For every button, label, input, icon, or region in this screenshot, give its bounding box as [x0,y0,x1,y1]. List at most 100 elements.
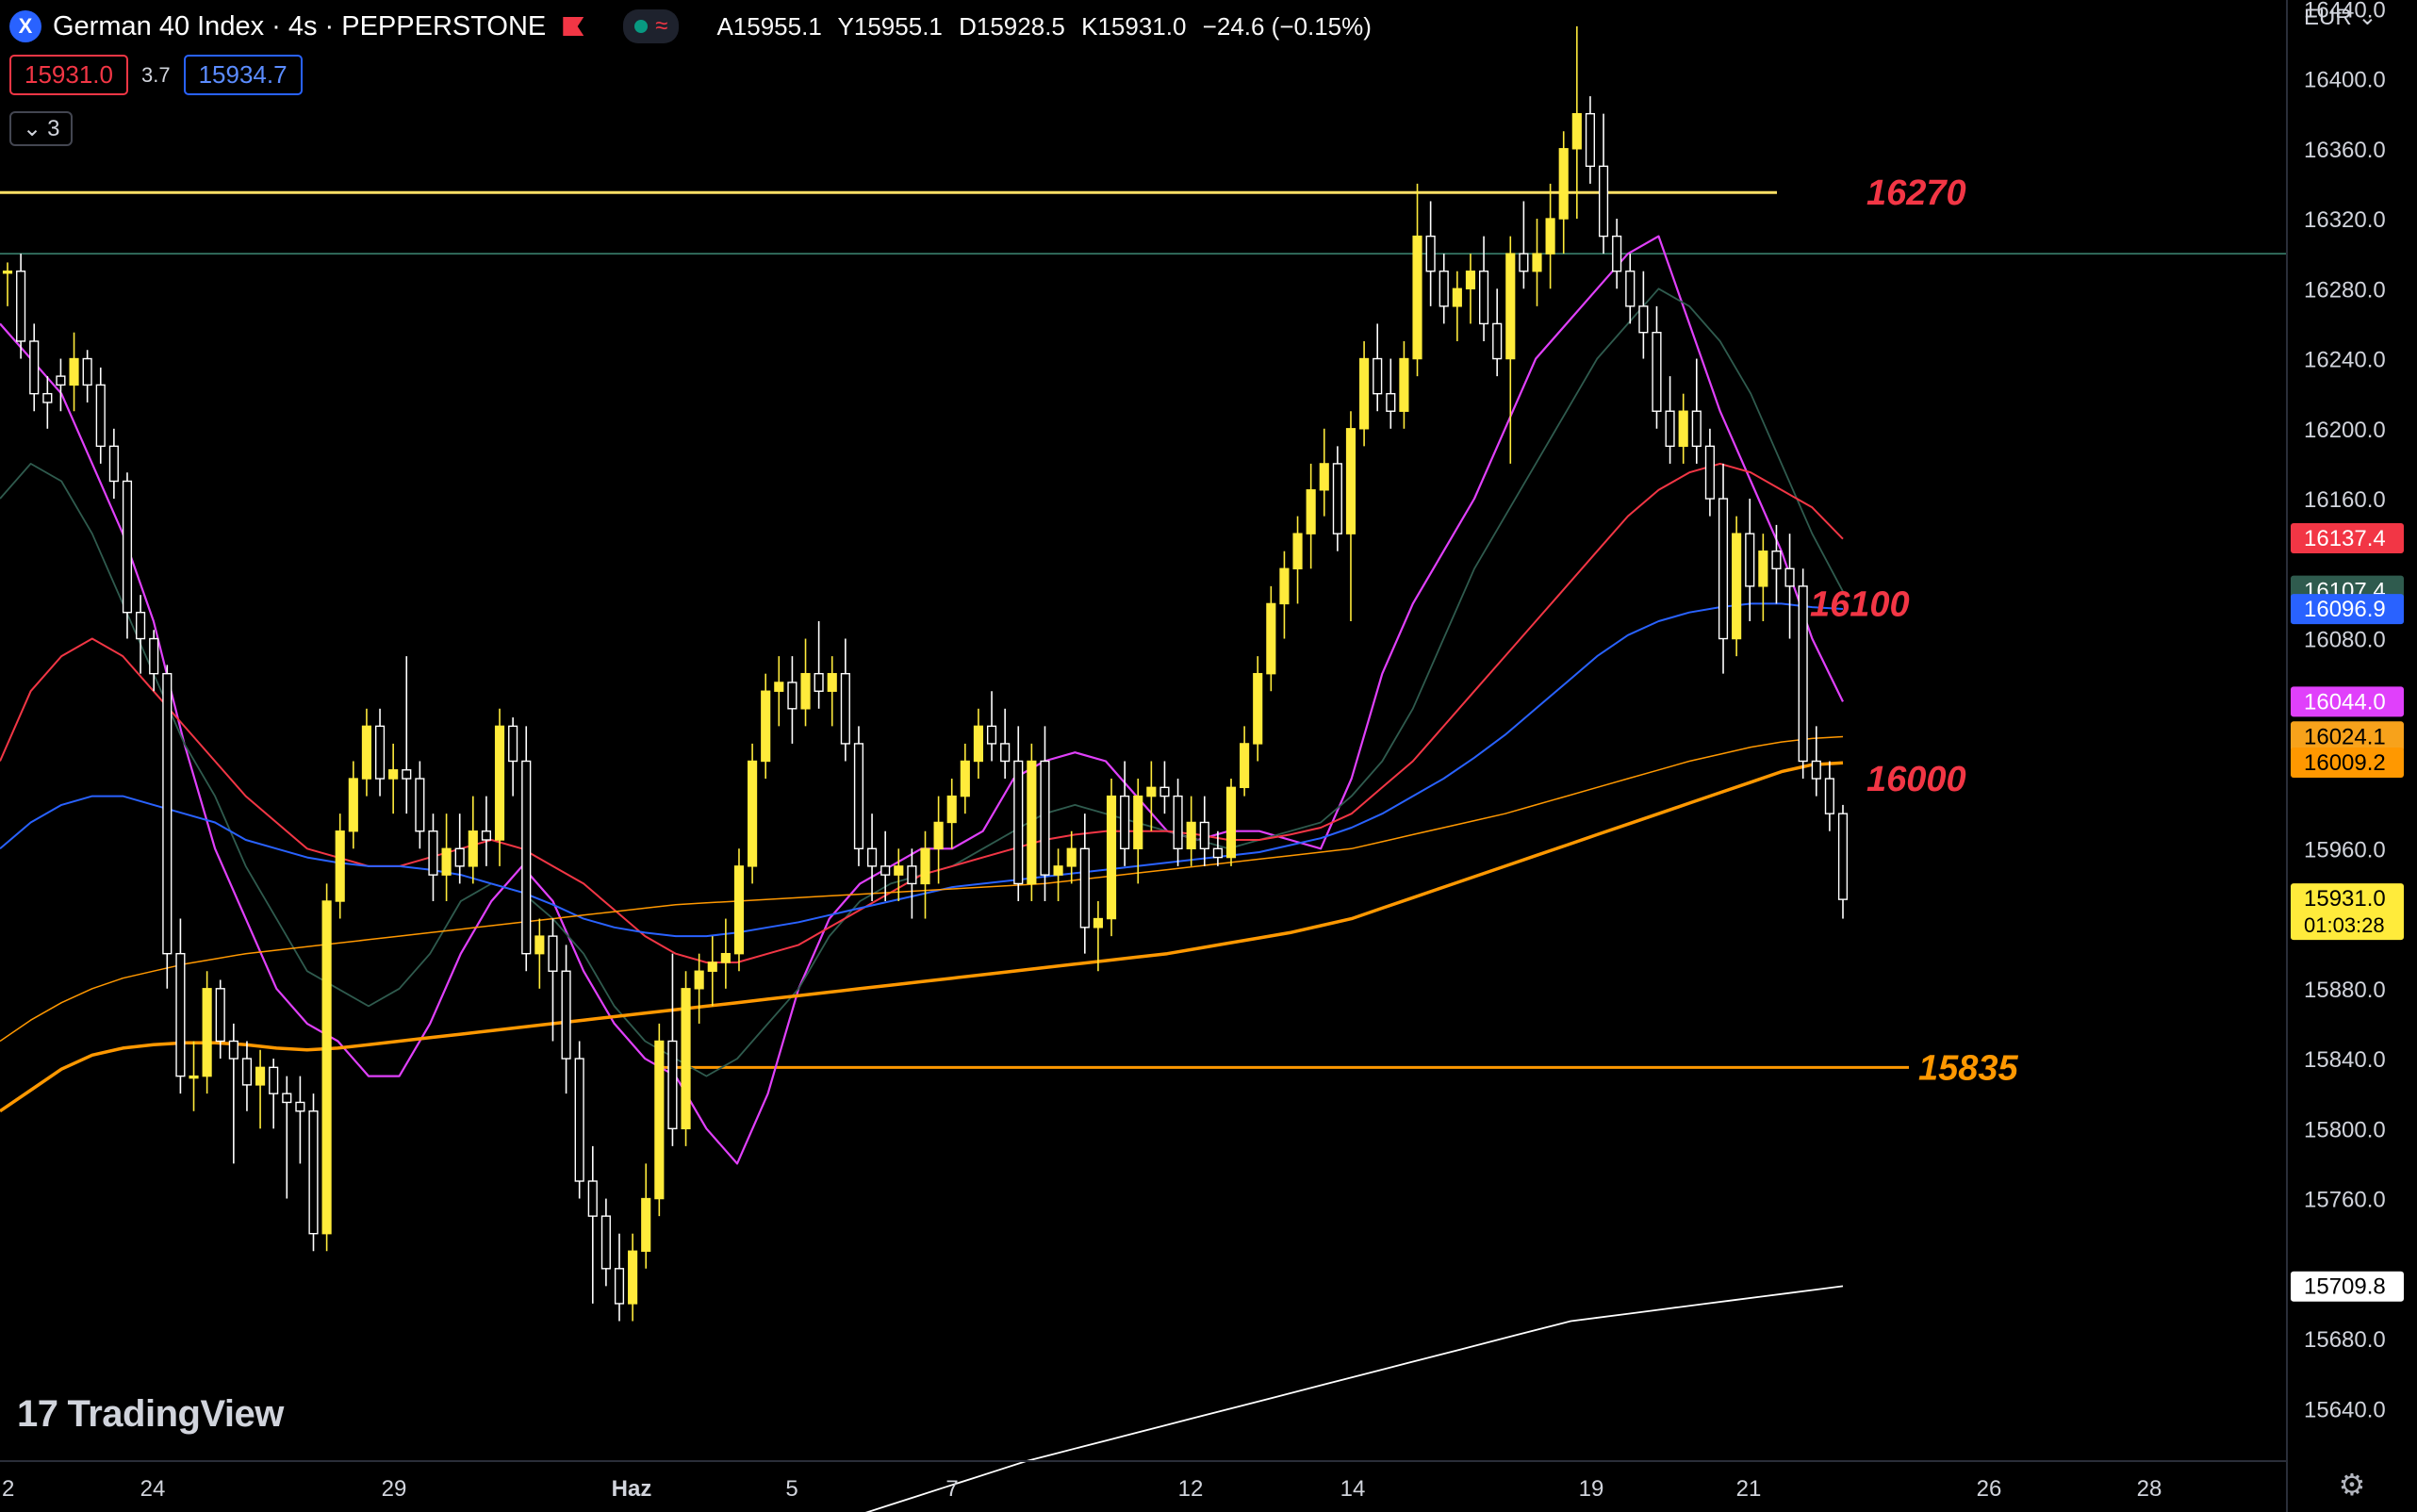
symbol-title[interactable]: German 40 Index · 4s · PEPPERSTONE [53,10,547,41]
candle-body [95,384,106,448]
candle-body [1704,445,1715,500]
candle-body [42,392,53,403]
candle-body [920,847,930,885]
candle-body [1771,551,1782,569]
candle-body [628,1250,638,1305]
candle-body [1585,112,1596,168]
candle-body [667,1040,678,1130]
candle-body [561,970,571,1060]
candle-body [1652,331,1662,412]
candle-body [1571,112,1582,150]
candle-body [388,769,399,780]
price-tick-label: 15960.0 [2304,837,2386,863]
candle-body [508,725,518,763]
price-tick-label: 16080.0 [2304,628,2386,653]
candle-body [1718,498,1729,640]
candle-body [56,375,66,386]
candle-body [162,672,173,955]
currency-selector[interactable]: EUR ⌄ [2304,4,2376,31]
candle-body [1027,760,1037,885]
candle-body [228,1040,238,1060]
indicator-count: 3 [47,115,60,141]
candle-body [1253,672,1263,745]
candle-body [587,1180,598,1217]
time-axis[interactable]: 2 24 29 Haz 5 7 12 14 19 21 26 28 [2,1476,2162,1502]
tradingview-logo-icon: 17 [17,1393,58,1435]
buy-price-button[interactable]: 15934.7 [183,55,303,95]
level-label: 16270 [1866,173,1966,213]
candle-body [1240,743,1250,789]
countdown-label: 01:03:28 [2304,913,2385,937]
tradingview-logo[interactable]: 17 TradingView [17,1393,284,1436]
candle-body [720,952,731,963]
candle-body [1306,489,1316,534]
candle-body [840,672,850,745]
price-tick-label: 16320.0 [2304,207,2386,233]
candle-body [1399,357,1409,412]
price-tick-label: 15760.0 [2304,1188,2386,1213]
wave-icon: ≈ [655,13,668,39]
ohlc-low-key: D [959,11,977,41]
ohlc-low: 15928.5 [976,11,1065,41]
candle-body [800,672,811,710]
quote-row: 15931.0 3.7 15934.7 [9,55,303,95]
settings-gear-icon[interactable]: ⚙ [2338,1468,2366,1502]
time-tick-label: 19 [1579,1476,1604,1502]
candle-body [986,725,997,745]
price-tag-box [2291,522,2404,553]
candle-body [1066,847,1077,867]
candle-body [82,357,92,386]
candle-body [1386,392,1396,412]
candle-body [894,865,904,876]
price-tag-box [2291,594,2404,625]
moving-average-line [0,761,1844,1113]
candle-body [1225,786,1237,859]
candle-body [1505,253,1516,360]
candle-body [1345,428,1356,534]
price-tags: 16137.416107.416096.916044.016024.116009… [2291,522,2404,1302]
level-labels: 16270 16100 16000 15835 [1810,173,2019,1088]
candle-body [614,1268,625,1305]
symbol-logo-icon[interactable]: X [9,10,41,42]
indicators-toggle-button[interactable]: ⌄ 3 [9,111,74,146]
candle-body [374,725,386,780]
candle-body [1732,533,1742,640]
candle-body [269,1066,279,1094]
candle-body [774,682,784,692]
time-tick-label: 26 [1977,1476,2002,1502]
candle-body [1691,410,1702,448]
candle-body [946,795,957,824]
candle-body [241,1058,253,1086]
legend-header: X German 40 Index · 4s · PEPPERSTONE ≈ A… [9,6,1381,47]
chevron-down-icon: ⌄ [2358,5,2377,30]
candle-body [574,1058,584,1182]
candle-body [548,935,558,972]
market-status[interactable]: ≈ [623,9,680,43]
candle-body [1199,821,1209,849]
candle-body [1000,743,1011,763]
candle-body [1292,533,1303,569]
candle-body [1053,865,1063,876]
candle-body [1824,778,1834,814]
price-tick-label: 15680.0 [2304,1327,2386,1353]
candle-body [1439,271,1449,307]
sell-price-button[interactable]: 15931.0 [9,55,128,95]
candle-body [454,847,465,867]
flag-icon[interactable] [563,17,584,36]
candle-body [960,760,970,797]
candle-body [1837,813,1849,900]
price-axis[interactable]: 16440.0 16400.0 16360.0 16320.0 16280.0 16240… [2304,0,2386,1422]
candle-body [827,672,837,692]
ohlc-high-key: Y [837,11,854,41]
candle-body [122,480,133,614]
ohlc-open: 15955.1 [732,11,822,41]
price-tag-label: 16009.2 [2304,750,2386,776]
candle-body [641,1197,651,1252]
candle-body [348,778,358,832]
time-tick-label: 2 [2,1476,14,1502]
candle-body [136,612,146,640]
candle-body [1212,847,1223,859]
candle-body [308,1110,319,1235]
candle-body [1465,271,1476,289]
